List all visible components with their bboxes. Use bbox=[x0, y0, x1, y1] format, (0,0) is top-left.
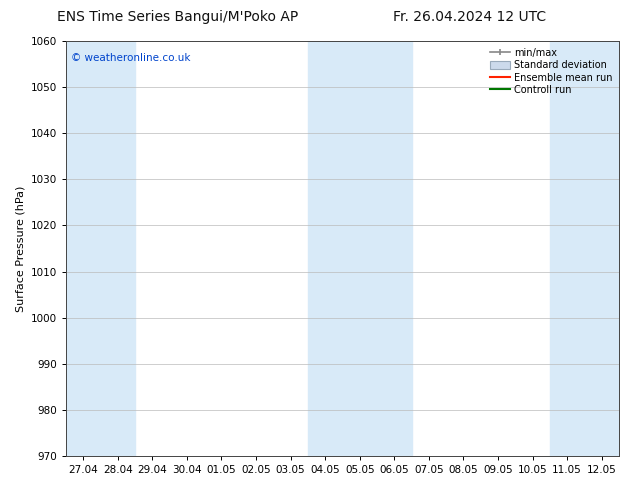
Legend: min/max, Standard deviation, Ensemble mean run, Controll run: min/max, Standard deviation, Ensemble me… bbox=[488, 46, 614, 97]
Text: © weatheronline.co.uk: © weatheronline.co.uk bbox=[72, 53, 191, 64]
Text: Fr. 26.04.2024 12 UTC: Fr. 26.04.2024 12 UTC bbox=[392, 10, 546, 24]
Y-axis label: Surface Pressure (hPa): Surface Pressure (hPa) bbox=[15, 185, 25, 312]
Bar bbox=[66, 41, 135, 456]
Bar bbox=[308, 41, 411, 456]
Bar bbox=[550, 41, 619, 456]
Text: ENS Time Series Bangui/M'Poko AP: ENS Time Series Bangui/M'Poko AP bbox=[57, 10, 298, 24]
